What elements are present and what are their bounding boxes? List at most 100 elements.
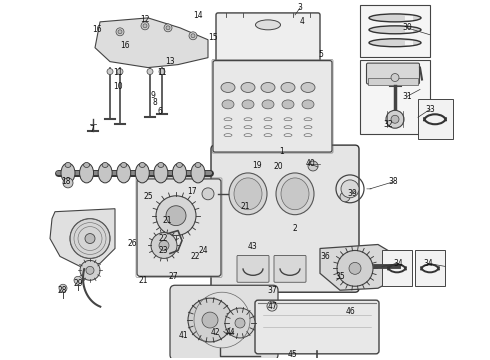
Circle shape [74, 276, 82, 284]
Text: 16: 16 [120, 41, 130, 50]
FancyBboxPatch shape [211, 145, 359, 292]
Circle shape [391, 115, 399, 123]
Text: 39: 39 [347, 189, 357, 198]
Circle shape [85, 234, 95, 243]
FancyBboxPatch shape [137, 179, 221, 276]
Ellipse shape [158, 162, 164, 167]
Text: 35: 35 [335, 272, 345, 281]
Ellipse shape [61, 163, 75, 183]
Circle shape [164, 24, 172, 32]
Circle shape [341, 180, 359, 198]
Text: 14: 14 [193, 12, 203, 21]
Text: 16: 16 [92, 25, 102, 34]
Ellipse shape [84, 162, 90, 167]
Text: 45: 45 [287, 350, 297, 359]
Ellipse shape [154, 163, 168, 183]
Ellipse shape [221, 82, 235, 93]
Circle shape [147, 69, 153, 75]
Text: 7: 7 [90, 125, 95, 134]
Circle shape [308, 161, 318, 171]
Circle shape [117, 69, 123, 75]
Text: 24: 24 [198, 246, 208, 255]
FancyBboxPatch shape [237, 256, 269, 282]
Circle shape [116, 28, 124, 36]
Text: 4: 4 [299, 17, 304, 26]
Circle shape [188, 298, 232, 342]
Ellipse shape [276, 173, 314, 215]
Text: 6: 6 [158, 107, 163, 116]
Text: 10: 10 [113, 82, 123, 91]
Ellipse shape [369, 14, 421, 22]
Circle shape [156, 196, 196, 235]
Ellipse shape [102, 162, 108, 167]
Circle shape [202, 312, 218, 328]
Circle shape [189, 32, 197, 40]
Text: 31: 31 [402, 92, 412, 101]
FancyBboxPatch shape [255, 300, 379, 354]
Ellipse shape [282, 100, 294, 109]
Text: 44: 44 [225, 328, 235, 337]
Ellipse shape [98, 163, 112, 183]
Circle shape [386, 110, 404, 128]
Text: 21: 21 [240, 202, 250, 211]
Ellipse shape [222, 100, 234, 109]
Ellipse shape [229, 173, 267, 215]
Text: 28: 28 [57, 286, 67, 295]
Text: 46: 46 [345, 307, 355, 316]
Text: 20: 20 [273, 162, 283, 171]
Text: 36: 36 [320, 252, 330, 261]
Ellipse shape [117, 163, 131, 183]
Circle shape [63, 178, 73, 188]
Text: 41: 41 [178, 332, 188, 341]
Ellipse shape [301, 82, 315, 93]
Circle shape [267, 301, 277, 311]
Text: 13: 13 [165, 57, 175, 66]
Ellipse shape [121, 162, 127, 167]
Circle shape [340, 192, 350, 202]
Polygon shape [320, 244, 398, 290]
Circle shape [80, 260, 100, 280]
Ellipse shape [261, 82, 275, 93]
Ellipse shape [139, 162, 146, 167]
FancyBboxPatch shape [216, 13, 320, 64]
Text: 25: 25 [143, 192, 153, 201]
Circle shape [349, 262, 361, 274]
Circle shape [202, 188, 214, 200]
Ellipse shape [79, 163, 94, 183]
Text: 34: 34 [393, 259, 403, 268]
Ellipse shape [302, 100, 314, 109]
Circle shape [225, 308, 255, 338]
Text: 27: 27 [168, 272, 178, 281]
Text: 3: 3 [297, 4, 302, 13]
Polygon shape [95, 18, 208, 68]
Text: 32: 32 [383, 120, 393, 129]
Ellipse shape [262, 100, 274, 109]
Text: 37: 37 [267, 286, 277, 295]
Bar [360, 5, 430, 57]
Text: 23: 23 [158, 246, 168, 255]
Circle shape [141, 22, 149, 30]
FancyBboxPatch shape [274, 256, 306, 282]
Circle shape [118, 30, 122, 34]
Text: 11: 11 [113, 68, 123, 77]
Text: 17: 17 [187, 187, 197, 196]
Text: 29: 29 [73, 279, 83, 288]
Circle shape [59, 284, 67, 292]
Circle shape [86, 266, 94, 274]
Text: 22: 22 [190, 252, 200, 261]
Text: 26: 26 [127, 239, 137, 248]
Text: 47: 47 [267, 302, 277, 311]
Ellipse shape [195, 162, 201, 167]
Text: 43: 43 [247, 242, 257, 251]
Circle shape [191, 34, 195, 38]
Circle shape [391, 73, 399, 81]
FancyBboxPatch shape [170, 285, 278, 360]
Bar [360, 60, 430, 134]
Text: 2: 2 [293, 224, 297, 233]
Bar [415, 251, 445, 286]
Text: 21: 21 [162, 216, 172, 225]
Text: 30: 30 [402, 23, 412, 32]
Circle shape [107, 69, 113, 75]
Ellipse shape [234, 178, 262, 210]
Text: 1: 1 [280, 147, 284, 156]
